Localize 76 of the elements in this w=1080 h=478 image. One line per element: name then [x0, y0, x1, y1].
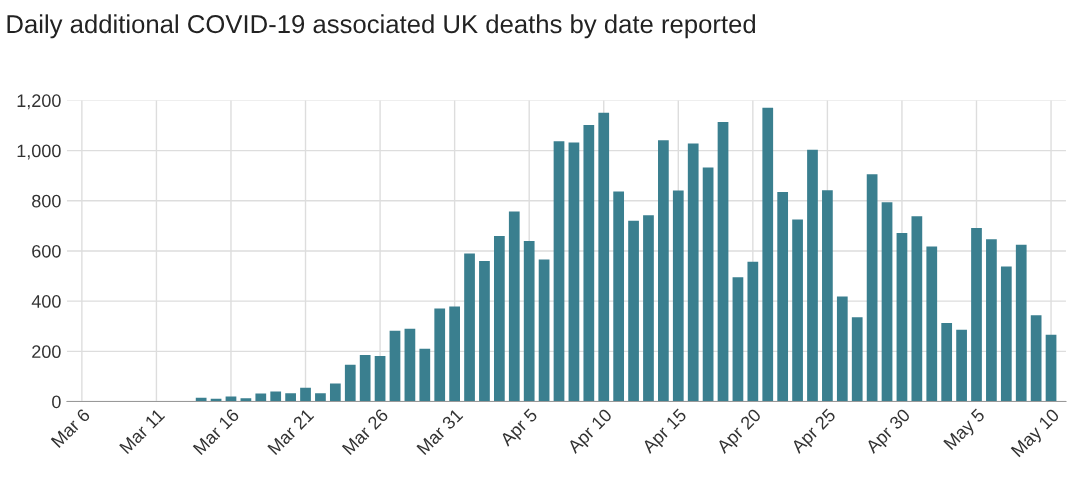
bar [1030, 315, 1042, 402]
bar [896, 232, 908, 402]
bar [538, 259, 550, 402]
bar [329, 383, 341, 402]
bar [374, 356, 386, 402]
bar [881, 202, 893, 402]
y-tick-label: 600 [32, 244, 61, 258]
bar [672, 190, 684, 402]
bar [941, 322, 953, 402]
bar [434, 308, 446, 402]
bar [300, 387, 311, 402]
bar [866, 174, 878, 402]
bar [419, 348, 431, 402]
bar [523, 240, 535, 402]
y-tick-label: 1,200 [17, 94, 61, 110]
bar [553, 141, 565, 402]
bar [583, 124, 595, 402]
y-tick-label: 200 [32, 345, 61, 359]
x-tick-label: Apr 15 [641, 408, 690, 457]
bar [449, 306, 460, 402]
bar [762, 107, 774, 402]
x-tick-label: Apr 20 [715, 407, 765, 457]
bar [628, 220, 639, 402]
bar [389, 330, 401, 402]
x-tick-label: Mar 16 [192, 407, 240, 456]
y-tick-label: 0 [52, 395, 61, 409]
bar [464, 253, 475, 402]
bar [344, 364, 356, 402]
bar [1000, 266, 1012, 402]
bar [926, 246, 938, 402]
bar [598, 112, 610, 402]
x-tick-label: Mar 21 [267, 408, 315, 456]
x-tick-label: Mar 11 [119, 408, 166, 455]
bar [822, 190, 833, 402]
x-tick-label: May 5 [943, 408, 988, 453]
x-tick-label: Mar 31 [416, 408, 464, 456]
bar [255, 393, 267, 402]
bar [1015, 244, 1027, 402]
y-tick-label: 400 [31, 295, 61, 308]
bar [836, 296, 848, 402]
x-tick-label: Apr 5 [499, 408, 541, 450]
bar [911, 216, 923, 402]
bar [285, 393, 296, 402]
bar [747, 261, 759, 402]
bar [971, 228, 982, 402]
bar [270, 391, 282, 402]
bar [508, 211, 520, 402]
bar [956, 329, 967, 402]
bar [986, 239, 997, 402]
y-tick-label: 800 [32, 194, 61, 208]
x-tick-label: Apr 10 [566, 407, 616, 457]
bar [1045, 334, 1057, 402]
bar [687, 143, 699, 402]
bar [359, 355, 371, 402]
x-tick-label: Apr 30 [864, 407, 914, 457]
bar [643, 215, 654, 402]
x-tick-label: Mar 26 [341, 407, 389, 456]
bar [851, 317, 863, 402]
bar [568, 142, 580, 402]
bar [613, 191, 625, 402]
bar [777, 191, 789, 402]
x-tick-label: Apr 25 [790, 407, 839, 457]
bar [315, 393, 326, 402]
bar [494, 235, 505, 402]
bar [658, 140, 669, 402]
bar [702, 167, 714, 402]
bar [404, 328, 416, 402]
chart-title: Daily additional COVID-19 associated UK deaths by date reported [7, 14, 756, 39]
bar [807, 149, 818, 402]
bar [792, 219, 803, 402]
x-tick-label: Mar 6 [50, 407, 91, 449]
bar [479, 260, 490, 402]
x-tick-label: May 10 [1010, 407, 1063, 460]
y-tick-label: 1,000 [17, 144, 61, 160]
bar [732, 277, 744, 402]
bar [717, 121, 729, 402]
